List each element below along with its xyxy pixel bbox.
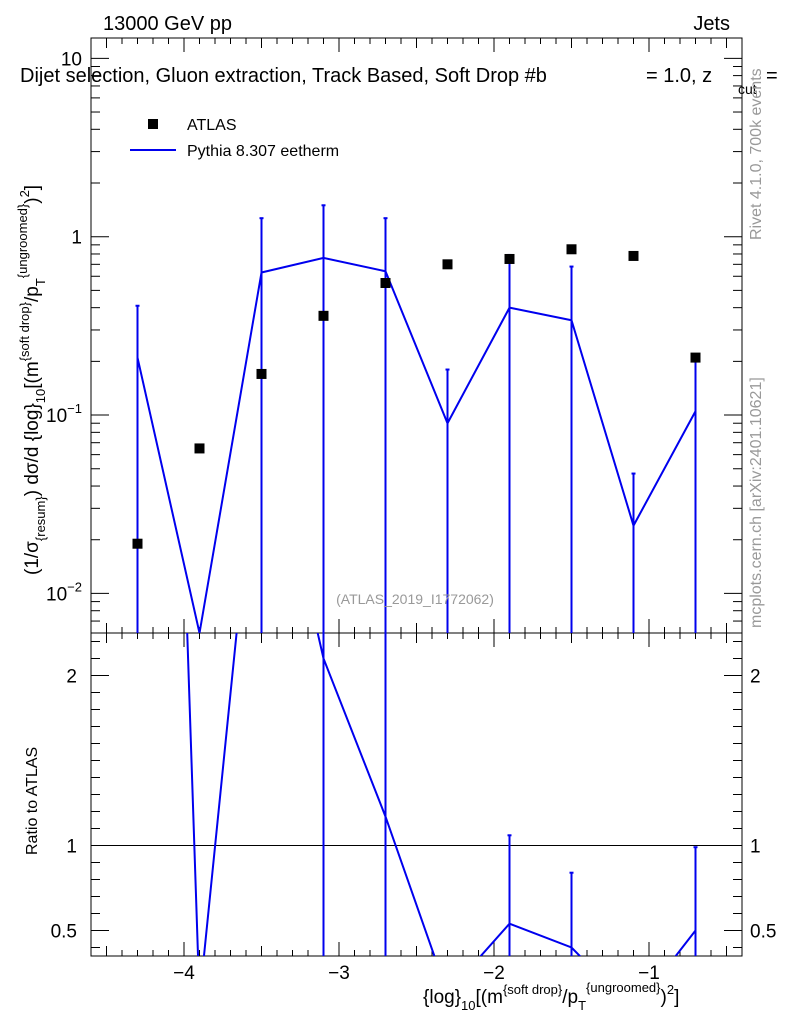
plot-title-end: =: [766, 65, 778, 87]
legend-label-atlas: ATLAS: [187, 117, 237, 134]
header-right-label: Jets: [693, 13, 730, 35]
atlas-data-point: [504, 253, 515, 264]
y-tick-label: 1: [71, 228, 82, 249]
ratio-y-tick-label-right: 2: [750, 667, 761, 688]
plot-title-main: Dijet selection, Gluon extraction, Track…: [20, 65, 547, 87]
atlas-data-point: [256, 368, 267, 379]
atlas-data-point: [132, 538, 143, 549]
analysis-watermark: (ATLAS_2019_I1772062): [336, 591, 494, 607]
x-tick-label: −3: [328, 963, 350, 984]
ratio-series-layer: [91, 633, 742, 956]
ratio-y-tick-label: 0.5: [51, 922, 77, 943]
ratio-y-tick-label: 2: [66, 667, 77, 688]
plot-title-sub: cut: [738, 81, 757, 97]
y-tick-label: 10−2: [46, 579, 82, 605]
atlas-data-point: [566, 244, 577, 255]
ratio-y-tick-label-right: 1: [750, 837, 761, 858]
ratio-y-axis-title: Ratio to ATLAS: [24, 747, 41, 855]
mcplots-url-label: mcplots.cern.ch [arXiv:2401.10621]: [748, 377, 765, 628]
ratio-y-tick-label: 1: [66, 837, 77, 858]
legend-marker-atlas: [148, 119, 158, 129]
header-left-label: 13000 GeV pp: [103, 13, 232, 35]
x-axis-title: {log}10[(m{soft drop}/pT{ungroomed})2]: [423, 980, 679, 1013]
ratio-y-tick-label-right: 0.5: [750, 922, 776, 943]
atlas-data-point: [318, 310, 329, 321]
legend: ATLAS Pythia 8.307 eetherm: [130, 117, 339, 160]
atlas-data-point: [194, 443, 205, 454]
axis-ticks: [91, 38, 743, 956]
ratio-line: [186, 633, 697, 956]
plot-title: Dijet selection, Gluon extraction, Track…: [20, 65, 778, 97]
mc-line: [136, 256, 697, 633]
x-axis-title-text: {log}10[(m{soft drop}/pT{ungroomed})2]: [423, 980, 679, 1013]
atlas-data-point: [628, 250, 639, 261]
x-tick-label: −2: [483, 963, 505, 984]
atlas-data-point: [690, 352, 701, 363]
y-tick-label: 10−1: [46, 401, 82, 427]
axis-tick-labels: −4 −3 −2 −1 10−2 10−1 1 10 0.5 0.5 1 1 2 2: [46, 49, 776, 984]
main-y-axis-title-text: (1/σ{resum}) dσ/d {log}10[(m{soft drop}/…: [15, 185, 48, 575]
main-series-layer: [132, 204, 701, 633]
rivet-version-label: Rivet 4.1.0, 700k events: [748, 68, 765, 240]
legend-label-pythia: Pythia 8.307 eetherm: [187, 143, 339, 160]
atlas-data-point: [442, 259, 453, 270]
x-tick-label: −4: [173, 963, 195, 984]
plot-title-tail: = 1.0, z: [646, 65, 712, 87]
atlas-data-point: [380, 278, 391, 289]
x-tick-label: −1: [638, 963, 660, 984]
main-y-axis-title: (1/σ{resum}) dσ/d {log}10[(m{soft drop}/…: [15, 185, 48, 575]
y-tick-label: 10: [61, 49, 82, 70]
